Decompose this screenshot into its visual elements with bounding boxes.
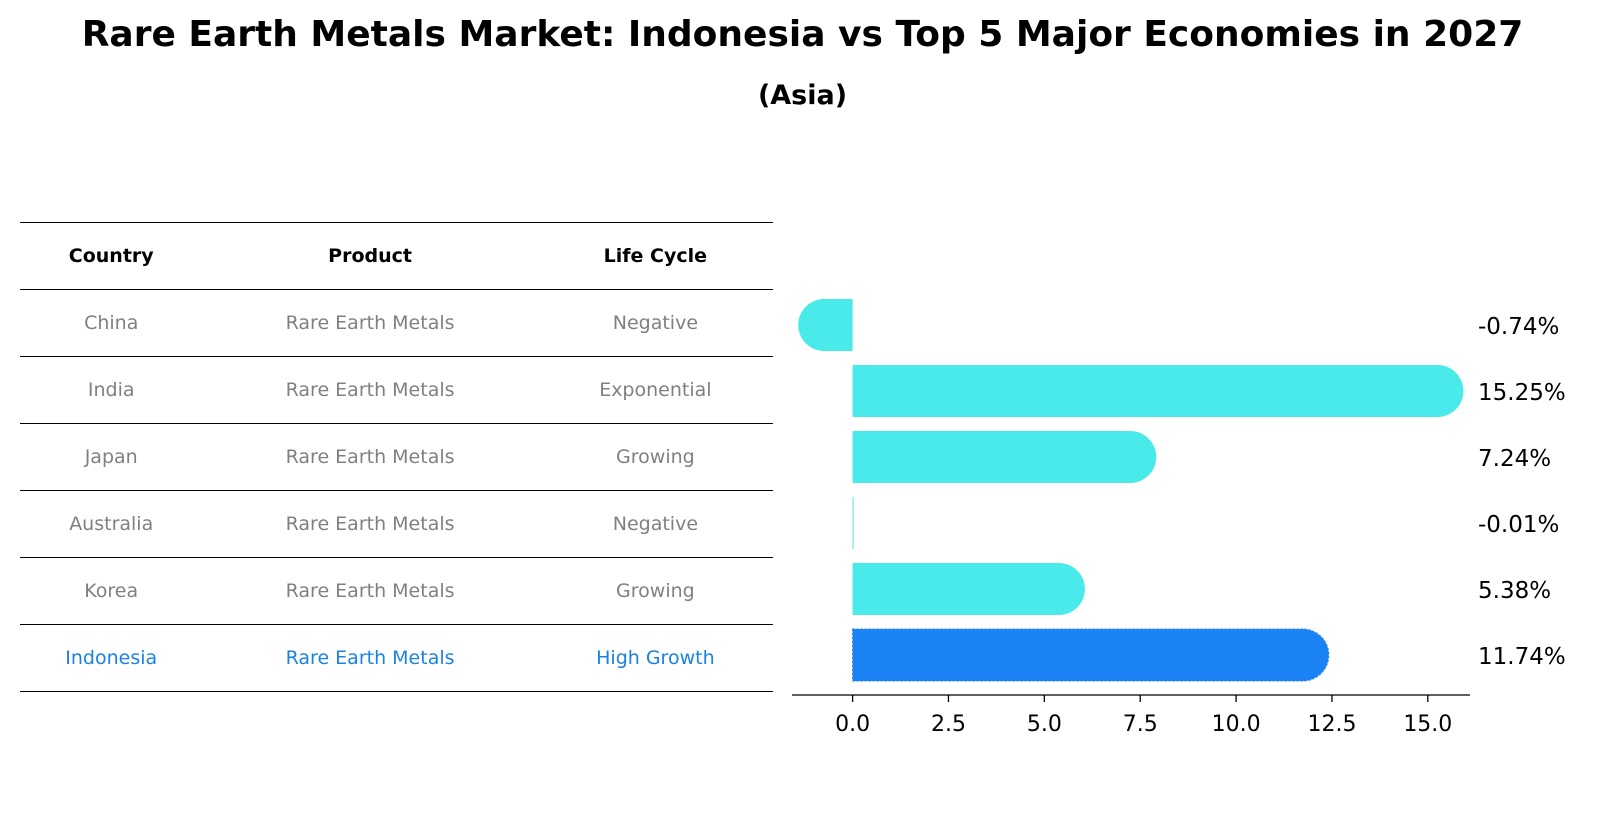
cell-country: Japan xyxy=(20,423,203,491)
x-tick-label: 2.5 xyxy=(931,712,966,737)
cell-product: Rare Earth Metals xyxy=(202,624,538,692)
cell-product: Rare Earth Metals xyxy=(202,490,538,558)
cell-life-cycle: Growing xyxy=(537,423,773,491)
value-label-australia: -0.01% xyxy=(1478,512,1559,538)
x-tick-label: 10.0 xyxy=(1212,712,1261,737)
table-header-row: Country Product Life Cycle xyxy=(20,222,773,290)
bar-china xyxy=(798,299,853,351)
value-label-japan: 7.24% xyxy=(1478,446,1551,472)
bar-korea xyxy=(852,563,1085,615)
x-tick-label: 15.0 xyxy=(1403,712,1452,737)
header-product: Product xyxy=(202,222,538,290)
bar-indonesia xyxy=(852,628,1330,682)
cell-product: Rare Earth Metals xyxy=(202,356,538,424)
chart-subtitle: (Asia) xyxy=(757,80,848,111)
table-row-highlight: Indonesia Rare Earth Metals High Growth xyxy=(20,624,773,692)
table-row: Australia Rare Earth Metals Negative xyxy=(20,490,773,558)
cell-country: Indonesia xyxy=(20,624,203,692)
cell-life-cycle: Exponential xyxy=(537,356,773,424)
country-table: Country Product Life Cycle China Rare Ea… xyxy=(20,222,773,692)
x-tick-label: 5.0 xyxy=(1027,712,1062,737)
cell-country: China xyxy=(20,289,203,357)
header-life-cycle: Life Cycle xyxy=(537,222,773,290)
bar-india xyxy=(852,365,1464,417)
cell-product: Rare Earth Metals xyxy=(202,557,538,625)
cell-country: India xyxy=(20,356,203,424)
bar-japan xyxy=(852,431,1157,483)
chart-title: Rare Earth Metals Market: Indonesia vs T… xyxy=(81,14,1524,55)
cell-life-cycle: High Growth xyxy=(537,624,773,692)
x-tick-label: 0.0 xyxy=(835,712,870,737)
table-row: Korea Rare Earth Metals Growing xyxy=(20,557,773,625)
table-row: Japan Rare Earth Metals Growing xyxy=(20,423,773,491)
x-tick-label: 12.5 xyxy=(1307,712,1356,737)
value-label-india: 15.25% xyxy=(1478,380,1566,406)
x-tick-label: 7.5 xyxy=(1123,712,1158,737)
value-label-korea: 5.38% xyxy=(1478,578,1551,604)
cell-product: Rare Earth Metals xyxy=(202,289,538,357)
header-country: Country xyxy=(20,222,203,290)
cell-country: Korea xyxy=(20,557,203,625)
cell-life-cycle: Negative xyxy=(537,289,773,357)
cell-country: Australia xyxy=(20,490,203,558)
value-label-indonesia: 11.74% xyxy=(1478,644,1566,670)
value-label-china: -0.74% xyxy=(1478,314,1559,340)
cell-life-cycle: Negative xyxy=(537,490,773,558)
table-row: China Rare Earth Metals Negative xyxy=(20,289,773,357)
cell-product: Rare Earth Metals xyxy=(202,423,538,491)
cell-life-cycle: Growing xyxy=(537,557,773,625)
table-row: India Rare Earth Metals Exponential xyxy=(20,356,773,424)
bar-australia xyxy=(852,497,854,549)
